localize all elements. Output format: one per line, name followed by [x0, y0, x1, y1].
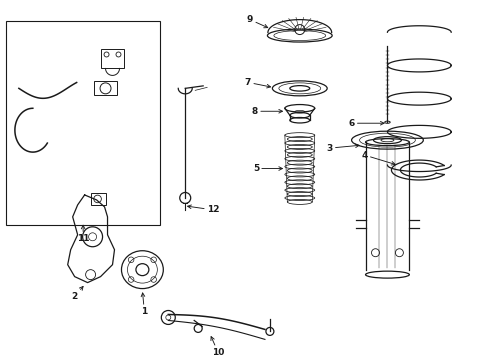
Text: 8: 8: [252, 107, 282, 116]
Text: 11: 11: [77, 225, 89, 243]
Bar: [6, 21, 160, 225]
Text: 10: 10: [211, 337, 224, 357]
Text: 2: 2: [72, 287, 83, 301]
Text: 1: 1: [141, 293, 147, 316]
Text: 6: 6: [348, 119, 384, 128]
Text: 4: 4: [361, 150, 395, 165]
Text: 7: 7: [245, 78, 270, 88]
Bar: [91, 193, 105, 205]
Bar: [100, 49, 124, 68]
Bar: [94, 81, 118, 95]
Text: 5: 5: [253, 164, 282, 173]
Text: 3: 3: [326, 144, 359, 153]
Text: 9: 9: [247, 15, 268, 28]
Text: 12: 12: [188, 205, 220, 215]
